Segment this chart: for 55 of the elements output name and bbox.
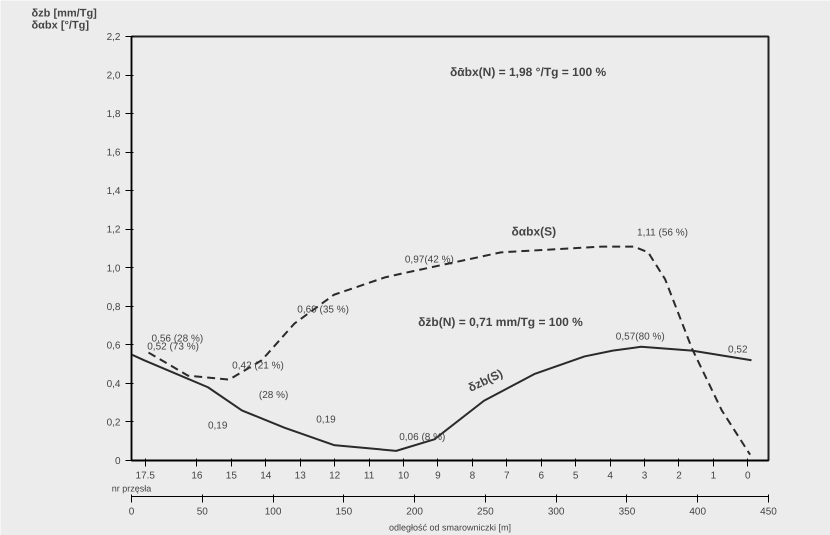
x2-tick-label: 3	[642, 470, 648, 482]
y-tick-label: 0	[114, 456, 121, 467]
x-tick-label: 200	[406, 506, 424, 518]
x-tick-label: 50	[196, 506, 208, 518]
x2-tick-label: 1	[710, 470, 717, 482]
y-tick-label: 2,0	[106, 70, 121, 82]
y-tick-label: 1,4	[106, 186, 121, 198]
annotation: 0,19	[316, 414, 336, 426]
y-tick-label: 1,6	[106, 148, 121, 159]
annotation: δᾱbx(N) = 1,98 °/Tg = 100 %	[450, 64, 607, 79]
annotation: 0,52	[728, 344, 748, 356]
y-tick-label: 2,2	[106, 32, 121, 43]
annotation: δz̄b(N) = 0,71 mm/Tg = 100 %	[418, 315, 584, 330]
y-tick-label: 1,8	[106, 109, 121, 120]
x2-tick-label: 5	[572, 470, 579, 482]
x2-tick-label: 6	[538, 470, 544, 482]
annotation: 0,97(42 %)	[404, 254, 454, 266]
x2-tick-label: 7	[504, 470, 510, 482]
x2-tick-label: 11	[364, 470, 375, 482]
x2-tick-label: 0	[745, 470, 752, 482]
annotation: 0,69 (35 %)	[297, 304, 349, 316]
x2-tick-label: 4	[607, 470, 614, 482]
y-tick-label: 0,4	[106, 378, 121, 390]
x2-tick-label: 8	[470, 470, 476, 482]
x2-tick-label: 12	[329, 470, 341, 482]
x2-axis-title: nr przęsła	[112, 484, 152, 494]
annotation: (28 %)	[258, 390, 288, 402]
annotation: 0,19	[208, 420, 228, 432]
x2-tick-label: 17.5	[136, 470, 156, 482]
y-tick-label: 1,2	[106, 224, 121, 236]
x2-tick-label: 9	[435, 470, 442, 482]
x2-tick-label: 14	[260, 470, 272, 482]
annotation: 0,57(80 %)	[616, 332, 665, 343]
annotation: 0,42 (21 %)	[232, 360, 284, 372]
y-tick-label: 1,0	[106, 263, 121, 274]
y-tick-label: 0,2	[106, 417, 121, 428]
x2-tick-label: 13	[294, 470, 306, 482]
x2-tick-label: 10	[398, 470, 410, 482]
x-tick-label: 100	[264, 506, 282, 518]
x-tick-label: 300	[548, 506, 565, 518]
y-axis-title: δzb [mm/Tg] δαbx [°/Tg]	[32, 8, 98, 32]
series-label: δαbx(S)	[511, 224, 556, 239]
x-tick-label: 150	[335, 506, 353, 518]
x-tick-label: 450	[760, 506, 778, 518]
x-tick-label: 0	[128, 506, 135, 518]
x-tick-label: 350	[618, 506, 636, 518]
y-tick-label: 0,6	[106, 340, 121, 352]
x2-tick-label: 15	[226, 470, 238, 482]
annotation: 1,11 (56 %)	[637, 228, 688, 239]
x-tick-label: 400	[689, 506, 707, 518]
x-tick-label: 250	[477, 506, 494, 518]
x2-tick-label: 2	[676, 470, 682, 482]
x-axis-title: odległość od smarowniczki [m]	[388, 522, 512, 532]
y-tick-label: 0,8	[106, 302, 121, 313]
x2-tick-label: 16	[191, 470, 203, 482]
